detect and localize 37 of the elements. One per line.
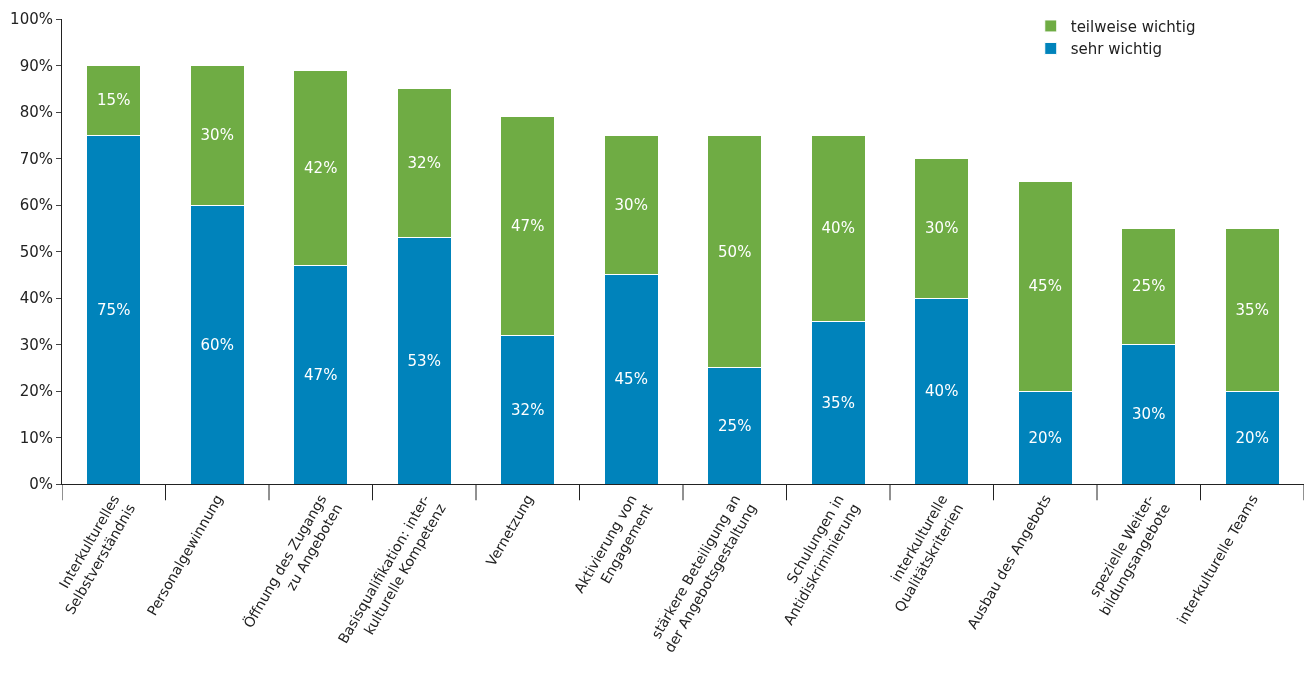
data-label: 40% — [925, 382, 959, 400]
data-label: 15% — [97, 91, 131, 110]
y-tick-label: 70% — [19, 149, 53, 168]
data-label: 32% — [407, 154, 441, 173]
y-tick-label: 60% — [19, 196, 53, 215]
y-tick-label: 20% — [19, 382, 53, 401]
y-tick-label: 80% — [19, 103, 53, 122]
data-label: 25% — [718, 416, 752, 435]
data-label: 47% — [304, 365, 338, 384]
legend-label: sehr wichtig — [1070, 40, 1163, 59]
y-tick-label: 30% — [19, 335, 53, 354]
data-label: 45% — [614, 370, 648, 389]
data-label: 45% — [1028, 277, 1062, 296]
data-label: 20% — [1028, 428, 1062, 447]
data-label: 40% — [821, 219, 855, 238]
data-label: 32% — [511, 400, 545, 419]
y-tick-label: 100% — [10, 10, 53, 29]
y-tick-label: 40% — [19, 289, 53, 308]
y-tick-label: 90% — [19, 56, 53, 75]
data-label: 75% — [97, 300, 131, 319]
legend-label: teilweise wichtig — [1070, 17, 1196, 36]
data-label: 30% — [925, 219, 959, 238]
data-label: 47% — [511, 216, 545, 235]
data-label: 50% — [718, 242, 752, 261]
y-tick-label: 10% — [19, 428, 53, 447]
data-label: 30% — [614, 196, 648, 214]
data-label: 30% — [1132, 405, 1166, 424]
data-label: 25% — [1132, 277, 1166, 296]
data-label: 30% — [200, 126, 234, 145]
data-label: 35% — [821, 393, 855, 412]
data-label: 35% — [1235, 300, 1269, 319]
data-label: 53% — [407, 351, 441, 370]
y-tick-label: 50% — [19, 242, 53, 261]
data-label: 42% — [304, 158, 338, 177]
data-label: 60% — [200, 335, 234, 354]
data-label: 20% — [1235, 428, 1269, 447]
y-tick-label: 0% — [29, 475, 53, 494]
